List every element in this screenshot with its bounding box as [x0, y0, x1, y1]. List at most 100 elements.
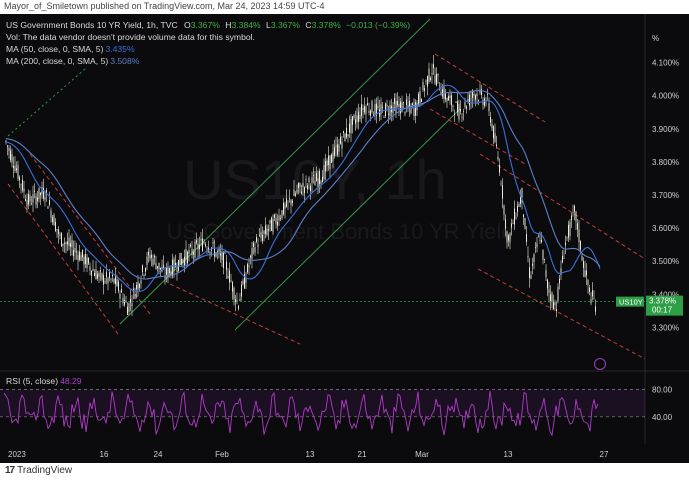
- candle-body: [538, 236, 539, 238]
- candle-body: [586, 270, 587, 276]
- candle-body: [236, 300, 238, 301]
- candle-body: [115, 275, 116, 285]
- price-chart[interactable]: US10Y, 1h US Government Bonds 10 YR Yield…: [0, 14, 689, 466]
- candle-body: [509, 233, 511, 243]
- candles: [5, 55, 596, 318]
- candle-body: [118, 281, 119, 291]
- candle-body: [275, 218, 277, 224]
- candle-body: [476, 93, 478, 97]
- time-axis-label: 16: [100, 450, 109, 459]
- candle-body: [530, 275, 532, 279]
- candle-body: [413, 106, 415, 116]
- red-channel-left-a: [7, 183, 119, 335]
- candle-body: [151, 254, 152, 258]
- candle-body: [13, 166, 14, 169]
- candle-body: [74, 247, 76, 253]
- candle-body: [463, 111, 464, 112]
- candle-body: [434, 75, 436, 84]
- candle-body: [50, 210, 52, 218]
- candle-body: [295, 193, 296, 196]
- price-axis-label: 3.700%: [652, 191, 679, 200]
- candle-body: [557, 286, 559, 302]
- candle-body: [515, 217, 517, 219]
- price-tag-value: 3.378%: [649, 297, 676, 306]
- candle-body: [551, 292, 553, 303]
- symbol-tag: US10Y: [619, 298, 643, 307]
- candle-body: [563, 258, 565, 260]
- candle-body: [503, 205, 505, 215]
- candle-body: [529, 267, 530, 279]
- candle-body: [335, 145, 337, 147]
- candle-body: [302, 182, 304, 188]
- alert-icon: [594, 358, 606, 370]
- candle-body: [322, 176, 323, 183]
- candle-body: [338, 144, 340, 152]
- candle-body: [11, 154, 13, 163]
- candle-body: [448, 96, 449, 101]
- candle-body: [355, 119, 356, 124]
- candle-body: [560, 268, 562, 275]
- candle-body: [370, 110, 371, 116]
- candle-body: [301, 191, 302, 194]
- candle-body: [254, 247, 256, 253]
- candle-body: [209, 251, 211, 254]
- time-axis-label: Feb: [215, 450, 229, 459]
- candle-body: [82, 249, 83, 258]
- candle-body: [113, 279, 115, 283]
- candle-body: [286, 198, 287, 207]
- candle-body: [526, 233, 527, 242]
- candle-body: [53, 214, 55, 226]
- candle-body: [247, 263, 248, 273]
- candle-body: [518, 204, 520, 207]
- candle-body: [473, 93, 475, 96]
- candle-body: [415, 102, 416, 116]
- candle-body: [593, 298, 595, 300]
- candle-body: [58, 229, 59, 235]
- candle-body: [311, 177, 313, 183]
- candle-body: [368, 111, 370, 113]
- candle-body: [527, 255, 529, 258]
- candle-body: [443, 86, 445, 99]
- candle-body: [371, 100, 373, 113]
- candle-body: [478, 100, 479, 102]
- candle-body: [374, 104, 376, 116]
- candle-body: [158, 262, 160, 270]
- candle-body: [340, 136, 341, 144]
- candle-body: [566, 236, 568, 238]
- candle-body: [41, 187, 43, 195]
- candle-body: [541, 239, 542, 242]
- candle-body: [412, 103, 413, 106]
- candle-body: [481, 89, 482, 95]
- rsi-band: [0, 389, 645, 417]
- candle-body: [218, 249, 220, 252]
- candle-body: [130, 298, 131, 303]
- candle-body: [65, 242, 67, 245]
- candle-body: [154, 255, 155, 258]
- candle-body: [305, 179, 307, 181]
- candle-body: [568, 224, 569, 238]
- candle-body: [367, 103, 368, 106]
- candle-body: [146, 256, 148, 265]
- candle-body: [326, 160, 328, 166]
- candle-body: [283, 202, 284, 215]
- legend-ma200: MA (200, close, 0, SMA, 5) 3.508%: [6, 56, 140, 66]
- candle-body: [565, 242, 566, 246]
- candle-body: [581, 256, 583, 261]
- candle-body: [313, 175, 314, 176]
- candle-body: [425, 80, 427, 82]
- candle-body: [394, 98, 395, 104]
- candle-body: [307, 185, 308, 190]
- candle-body: [67, 241, 68, 245]
- ma200-line: [5, 90, 601, 280]
- candle-body: [542, 249, 544, 260]
- ma50-line: [5, 84, 601, 293]
- candle-body: [103, 274, 104, 285]
- candle-body: [532, 263, 533, 266]
- candle-body: [94, 272, 95, 276]
- tradingview-logo[interactable]: 17 TradingView: [5, 465, 73, 476]
- candle-body: [242, 280, 244, 285]
- candle-body: [131, 303, 133, 307]
- candle-body: [196, 240, 197, 243]
- candle-body: [227, 275, 229, 278]
- candle-body: [310, 185, 311, 192]
